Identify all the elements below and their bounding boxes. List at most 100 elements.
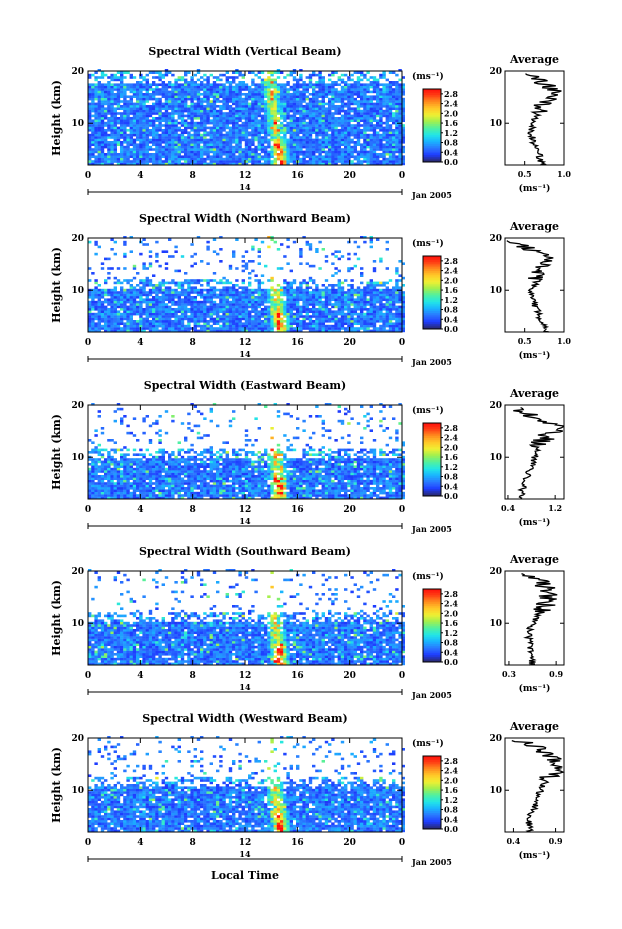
- y-tick-label: 20: [71, 567, 84, 577]
- day-label: 14: [239, 682, 251, 692]
- profile-y-tick-label: 10: [489, 453, 502, 463]
- colorbar-tick-label: 0.0: [444, 324, 458, 334]
- profile-y-tick-label: 20: [489, 234, 502, 244]
- colorbar-unit: (ms⁻¹): [412, 405, 444, 416]
- colorbar-tick-label: 0.4: [444, 314, 458, 324]
- profile-x-label: (ms⁻¹): [519, 350, 551, 361]
- x-tick-label: 16: [291, 671, 304, 681]
- colorbar-tick-label: 0.4: [444, 481, 458, 491]
- colorbar-tick-label: 0.8: [444, 138, 458, 148]
- colorbar-tick-label: 0.0: [444, 657, 458, 667]
- colorbar-tick-label: 2.4: [444, 99, 458, 109]
- colorbar: (ms⁻¹) 0.00.40.81.21.62.02.42.8: [412, 238, 458, 334]
- colorbar-tick-label: 2.4: [444, 766, 458, 776]
- colorbar-tick-label: 1.2: [444, 628, 458, 638]
- date-label: Jan 2005: [411, 690, 452, 700]
- panel-title: Spectral Width (Northward Beam): [139, 212, 351, 225]
- colorbar-tick-label: 2.4: [444, 599, 458, 609]
- colorbar: (ms⁻¹) 0.00.40.81.21.62.02.42.8: [412, 738, 458, 834]
- profile-title: Average: [509, 387, 559, 400]
- colorbar-unit: (ms⁻¹): [412, 238, 444, 249]
- y-tick-label: 10: [71, 619, 84, 629]
- colorbar-tick-label: 2.8: [444, 589, 458, 599]
- profile-x-tick-label: 0.5: [518, 169, 532, 179]
- profile-y-tick-label: 10: [489, 619, 502, 629]
- colorbar-tick-label: 0.0: [444, 824, 458, 834]
- profile-x-tick-label: 1.2: [548, 503, 562, 513]
- colorbar-tick-label: 2.0: [444, 442, 458, 452]
- y-axis-label: Height (km): [50, 747, 63, 823]
- average-profile: Average 20 10 0.3 0.9 (ms⁻¹): [489, 553, 565, 694]
- x-tick-label: 8: [190, 838, 196, 848]
- y-tick-label: 20: [71, 734, 84, 744]
- y-axis-label: Height (km): [50, 414, 63, 490]
- colorbar-unit: (ms⁻¹): [412, 571, 444, 582]
- x-tick-label: 0: [85, 838, 91, 848]
- profile-line: [511, 739, 565, 833]
- x-tick-label: 0: [85, 505, 91, 515]
- average-profile: Average 20 10 0.4 1.2 (ms⁻¹): [489, 387, 565, 528]
- average-profile: Average 20 10 0.4 0.9 (ms⁻¹): [489, 720, 565, 861]
- colorbar: (ms⁻¹) 0.00.40.81.21.62.02.42.8: [412, 405, 458, 501]
- profile-x-tick-label: 0.9: [549, 836, 563, 846]
- profile-y-tick-label: 20: [489, 734, 502, 744]
- profile-x-tick-label: 1.0: [557, 336, 571, 346]
- colorbar-tick-label: 0.4: [444, 647, 458, 657]
- colorbar-tick-label: 0.8: [444, 305, 458, 315]
- profile-y-tick-label: 20: [489, 567, 502, 577]
- colorbar-tick-label: 0.0: [444, 491, 458, 501]
- colorbar-tick-label: 1.2: [444, 462, 458, 472]
- profile-title: Average: [509, 720, 559, 733]
- x-tick-label: 16: [291, 171, 304, 181]
- colorbar-tick-label: 1.2: [444, 795, 458, 805]
- colorbar-tick-label: 2.4: [444, 433, 458, 443]
- x-tick-label: 0: [399, 171, 405, 181]
- x-tick-label: 0: [399, 505, 405, 515]
- x-tick-label: 8: [190, 671, 196, 681]
- x-tick-label: 0: [85, 338, 91, 348]
- x-tick-label: 20: [343, 671, 356, 681]
- x-tick-label: 0: [399, 338, 405, 348]
- y-axis-label: Height (km): [50, 580, 63, 656]
- profile-y-tick-label: 10: [489, 119, 502, 129]
- x-tick-label: 0: [85, 671, 91, 681]
- profile-x-label: (ms⁻¹): [519, 850, 551, 861]
- colorbar-tick-label: 2.0: [444, 775, 458, 785]
- colorbar-unit: (ms⁻¹): [412, 738, 444, 749]
- colorbar-tick-label: 2.0: [444, 608, 458, 618]
- colorbar-tick-label: 2.8: [444, 423, 458, 433]
- profile-line: [513, 407, 564, 500]
- colorbar-tick-label: 2.8: [444, 256, 458, 266]
- colorbar-tick-label: 0.4: [444, 147, 458, 157]
- y-tick-label: 20: [71, 401, 84, 411]
- colorbar-tick-label: 2.4: [444, 266, 458, 276]
- profile-y-tick-label: 20: [489, 67, 502, 77]
- x-tick-label: 0: [399, 838, 405, 848]
- panel-2: Spectral Width (Northward Beam) 20 10 Heigh…: [50, 212, 571, 367]
- profile-x-tick-label: 0.9: [549, 669, 563, 679]
- average-profile: Average 20 10 0.5 1.0 (ms⁻¹): [489, 220, 571, 361]
- colorbar-unit: (ms⁻¹): [412, 71, 444, 82]
- panel-title: Spectral Width (Westward Beam): [142, 712, 347, 725]
- day-label: 14: [239, 349, 251, 359]
- x-tick-label: 8: [190, 505, 196, 515]
- y-tick-label: 10: [71, 119, 84, 129]
- x-tick-label: 12: [239, 171, 252, 181]
- day-label: 14: [239, 182, 251, 192]
- profile-x-label: (ms⁻¹): [519, 517, 551, 528]
- x-tick-label: 4: [137, 671, 143, 681]
- x-tick-label: 4: [137, 505, 143, 515]
- profile-x-tick-label: 0.4: [501, 503, 515, 513]
- y-tick-label: 10: [71, 286, 84, 296]
- panel-1: Spectral Width (Vertical Beam) 20 10 Height…: [50, 45, 571, 200]
- colorbar-tick-label: 1.6: [444, 285, 458, 295]
- x-tick-label: 12: [239, 338, 252, 348]
- profile-x-tick-label: 0.3: [502, 669, 516, 679]
- panel-title: Spectral Width (Vertical Beam): [148, 45, 341, 58]
- y-axis-label: Height (km): [50, 80, 63, 156]
- colorbar-tick-label: 1.6: [444, 452, 458, 462]
- x-tick-label: 8: [190, 171, 196, 181]
- colorbar: (ms⁻¹) 0.00.40.81.21.62.02.42.8: [412, 71, 458, 167]
- x-tick-label: 16: [291, 338, 304, 348]
